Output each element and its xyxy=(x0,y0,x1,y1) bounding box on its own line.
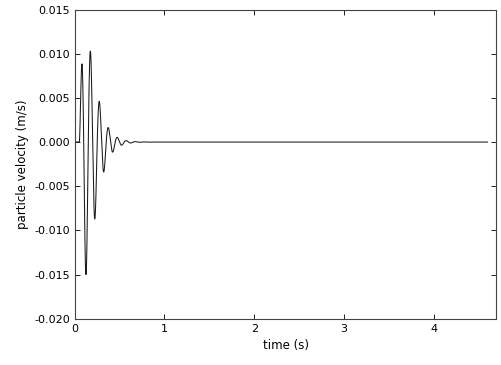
X-axis label: time (s): time (s) xyxy=(262,339,308,352)
Y-axis label: particle velocity (m/s): particle velocity (m/s) xyxy=(16,99,29,229)
